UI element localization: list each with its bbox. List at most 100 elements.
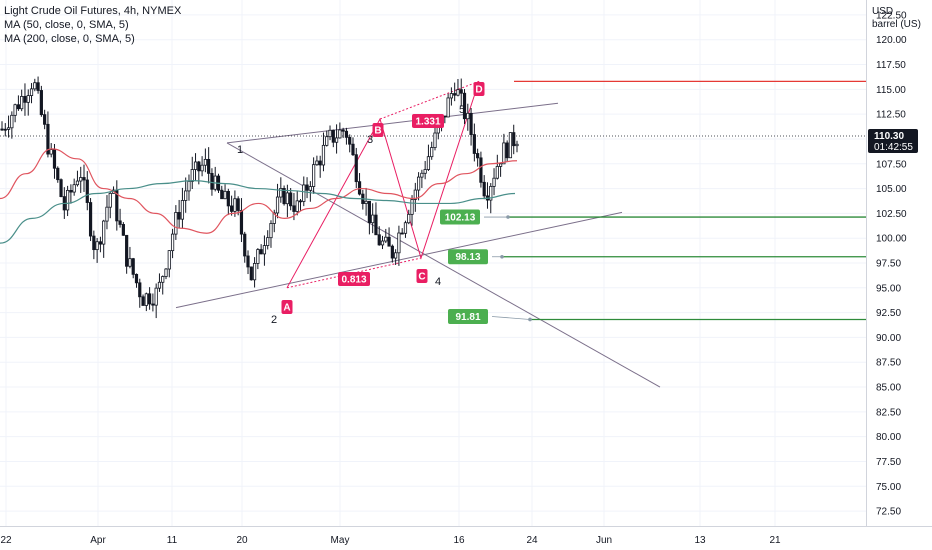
legend-ma50[interactable]: MA (50, close, 0, SMA, 5) — [4, 19, 129, 31]
price-badge-value: 110.30 — [874, 131, 904, 142]
candle-body — [367, 200, 371, 224]
candle — [95, 238, 99, 263]
candle-body — [141, 296, 145, 306]
candle — [249, 266, 253, 281]
candle — [174, 205, 178, 240]
moving-averages — [0, 148, 518, 244]
candle — [164, 268, 168, 280]
candle — [508, 132, 513, 159]
candle — [144, 292, 148, 312]
candle-body — [433, 132, 437, 148]
time-tick-label: 22 — [0, 535, 12, 546]
legend-ma200[interactable]: MA (200, close, 0, SMA, 5) — [4, 33, 135, 45]
candle — [423, 160, 427, 180]
candle-body — [351, 143, 355, 156]
candle-body — [377, 234, 381, 246]
candle — [472, 123, 476, 162]
price-tick-label: 92.50 — [876, 308, 901, 319]
candle-body — [85, 179, 89, 203]
candle-body — [6, 127, 11, 130]
candle-body — [259, 249, 263, 255]
candle — [479, 151, 483, 188]
candle — [298, 199, 303, 212]
candle-body — [400, 232, 404, 235]
price-tick-label: 122.50 — [876, 10, 907, 21]
candle-body — [338, 129, 342, 139]
candle — [151, 293, 155, 312]
candle-body — [210, 172, 214, 190]
candle-body — [52, 149, 57, 169]
wave-3-label: 3 — [367, 134, 373, 146]
target-connector — [491, 316, 531, 320]
price-badge-countdown: 01:42:55 — [874, 142, 913, 153]
axis-unit: barrel (US) — [872, 19, 921, 30]
candle — [128, 246, 132, 269]
candle — [384, 228, 388, 244]
candle — [262, 235, 267, 266]
candle-body — [423, 169, 427, 174]
descending-trendline — [226, 142, 661, 388]
candle-body — [29, 88, 34, 96]
ma200-line — [0, 180, 516, 244]
wave-5-label: 5 — [459, 104, 465, 116]
candle-body — [88, 202, 93, 237]
candle — [476, 148, 480, 167]
candle — [88, 198, 93, 242]
candle-body — [167, 250, 171, 270]
candle-body — [230, 205, 234, 212]
candle-body — [148, 293, 152, 305]
candle-body — [102, 220, 106, 245]
candle — [98, 236, 103, 253]
candle-body — [256, 249, 260, 264]
price-axis[interactable]: USD barrel (US)122.50 120.00 117.50 115.00 11… — [866, 0, 932, 550]
candle-body — [449, 93, 453, 99]
price-tick-label: 117.50 — [876, 60, 906, 71]
axis-currency: USD — [872, 6, 893, 17]
candle-body — [266, 237, 270, 246]
candle — [377, 226, 381, 246]
candle-body — [269, 223, 273, 239]
candle-body — [456, 89, 460, 96]
candle — [338, 122, 342, 139]
candle-body — [187, 181, 191, 192]
candle — [466, 103, 470, 131]
price-tick-label: 97.50 — [876, 259, 901, 270]
price-tick-label: 100.00 — [876, 234, 907, 245]
candle — [331, 129, 335, 148]
candle — [161, 275, 165, 295]
candle — [420, 169, 424, 188]
candle-body — [92, 235, 96, 251]
wave-2-label: 2 — [271, 314, 277, 326]
candle — [131, 257, 135, 279]
candle-body — [36, 82, 40, 91]
time-tick-label: 16 — [453, 535, 465, 546]
candle-body — [430, 147, 434, 158]
price-tick-label: 87.50 — [876, 358, 901, 369]
candle-body — [243, 233, 247, 257]
candle — [118, 208, 122, 228]
candle — [75, 170, 80, 187]
candle — [207, 147, 211, 184]
candle-body — [190, 169, 194, 182]
candle-body — [469, 112, 473, 135]
price-tick-label: 90.00 — [876, 333, 901, 344]
target-1-label-text: 102.13 — [445, 213, 476, 224]
candle — [371, 203, 375, 234]
candle-body — [374, 214, 378, 236]
candle-body — [472, 134, 476, 154]
candle-body — [275, 196, 280, 214]
candle — [170, 228, 175, 259]
candle-body — [462, 92, 467, 120]
candle-body — [174, 212, 178, 235]
legend-title[interactable]: Light Crude Oil Futures, 4h, NYMEX — [4, 5, 182, 17]
time-tick-label: 20 — [236, 535, 248, 546]
candle — [426, 144, 431, 171]
candle-body — [489, 185, 493, 201]
candle-body — [23, 96, 27, 103]
candle — [295, 191, 299, 216]
candle-body — [453, 93, 457, 96]
candle-body — [223, 190, 227, 200]
time-axis[interactable]: 22 Apr 11 20 May 16 24 Jun 13 21 — [0, 526, 932, 550]
